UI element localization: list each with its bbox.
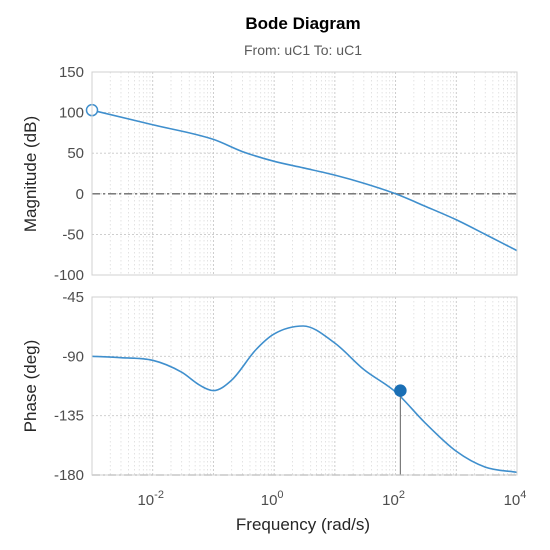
x-tick-label: 100 [261, 489, 284, 509]
magnitude-y-tick-label: -50 [62, 226, 84, 243]
phase-panel: -45 -90 -135 -180 Phase (deg) [21, 289, 518, 484]
magnitude-axes [92, 72, 517, 275]
x-axis-ticks: 10-2 100 102 104 [137, 489, 526, 509]
phase-marker[interactable] [394, 384, 407, 397]
magnitude-y-ticks: 150 100 50 0 -50 -100 [54, 64, 84, 284]
magnitude-curve [91, 109, 518, 252]
chart-subtitle: From: uC1 To: uC1 [244, 42, 362, 58]
magnitude-axes-frame [91, 71, 518, 276]
phase-y-label: Phase (deg) [21, 340, 40, 433]
magnitude-y-tick-label: 50 [67, 145, 84, 162]
phase-axes-frame [91, 296, 518, 476]
phase-curve [91, 325, 518, 474]
magnitude-y-tick-label: 0 [76, 186, 84, 203]
magnitude-y-tick-label: 150 [59, 64, 84, 81]
x-tick-label: 102 [382, 489, 405, 509]
phase-y-tick-label: -135 [54, 408, 84, 425]
x-axis-label: Frequency (rad/s) [236, 515, 370, 534]
phase-y-tick-label: -45 [62, 289, 84, 306]
magnitude-panel: 150 100 50 0 -50 -100 Magnitude (dB) [21, 64, 518, 284]
phase-y-tick-label: -90 [62, 348, 84, 365]
phase-y-tick-label: -180 [54, 467, 84, 484]
x-tick-label: 10-2 [137, 489, 163, 509]
magnitude-y-tick-label: -100 [54, 267, 84, 284]
x-tick-label: 104 [504, 489, 527, 509]
phase-y-ticks: -45 -90 -135 -180 [54, 289, 84, 484]
magnitude-y-label: Magnitude (dB) [21, 116, 40, 232]
magnitude-y-tick-label: 100 [59, 105, 84, 122]
chart-title: Bode Diagram [245, 14, 360, 33]
